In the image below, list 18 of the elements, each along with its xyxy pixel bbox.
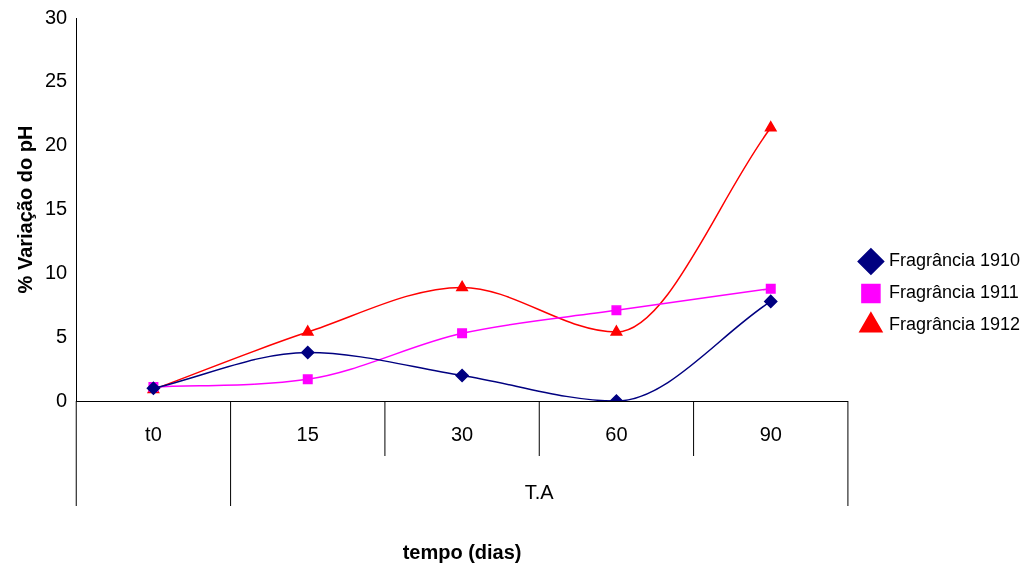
x-tick-label: 15	[296, 422, 319, 445]
legend-label: Fragrância 1910	[888, 250, 1021, 271]
y-tick-label: 5	[56, 324, 68, 347]
y-axis-title: % Variação do pH	[13, 125, 36, 294]
y-tick-label: 30	[45, 5, 68, 28]
x-tick-label: 30	[450, 422, 474, 445]
legend-label: Fragrância 1911	[888, 282, 1019, 303]
y-tick-label: 20	[45, 133, 68, 156]
y-tick-label: 0	[56, 388, 68, 411]
y-tick-label: 15	[45, 197, 68, 220]
x-axis-title: tempo (dias)	[402, 540, 522, 563]
x-tick-label: t0	[145, 422, 162, 445]
text: T.A	[524, 480, 555, 503]
y-tick-label: 25	[45, 69, 68, 92]
x-tick-label: 60	[605, 422, 628, 445]
y-tick-label: 10	[45, 260, 68, 283]
x-tick-label: 90	[759, 422, 782, 445]
legend-label: Fragrância 1912	[888, 314, 1021, 335]
